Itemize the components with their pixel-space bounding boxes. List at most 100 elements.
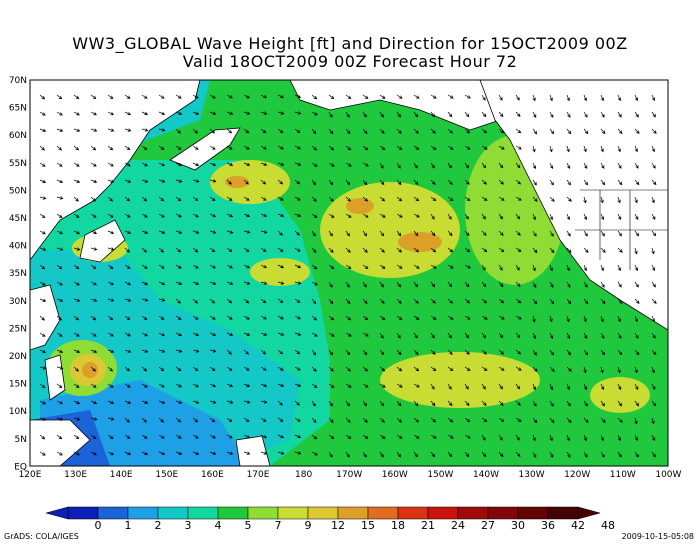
direction-arrow [634, 111, 639, 118]
direction-arrow [498, 230, 504, 236]
direction-arrow [56, 264, 63, 270]
direction-arrow [362, 111, 367, 118]
direction-arrow [124, 230, 132, 234]
lon-label: 160E [201, 470, 224, 480]
direction-arrow [56, 94, 63, 100]
direction-arrow [158, 349, 166, 353]
direction-arrow [532, 434, 536, 442]
direction-arrow [464, 247, 471, 253]
direction-arrow [260, 400, 268, 404]
direction-arrow [107, 213, 114, 218]
direction-arrow [328, 349, 334, 356]
direction-arrow [56, 128, 64, 132]
direction-arrow [362, 451, 367, 458]
direction-arrow [481, 213, 486, 220]
direction-arrow [362, 196, 369, 202]
direction-arrow [430, 213, 435, 220]
direction-arrow [328, 366, 334, 372]
direction-arrow [243, 196, 250, 201]
direction-arrow [90, 196, 96, 202]
direction-arrow [141, 298, 149, 302]
direction-arrow [464, 281, 470, 288]
direction-arrow [260, 162, 268, 166]
direction-arrow [515, 94, 520, 101]
direction-arrow [481, 128, 488, 134]
direction-arrow [107, 349, 115, 353]
direction-arrow [209, 400, 217, 404]
direction-arrow [141, 128, 149, 132]
direction-arrow [651, 145, 655, 153]
direction-arrow [328, 247, 334, 253]
direction-arrow [379, 247, 385, 253]
direction-arrow [90, 383, 97, 388]
direction-arrow [124, 196, 131, 202]
direction-arrow [345, 400, 350, 407]
colorbar-swatch [247, 506, 279, 520]
lon-label: 130E [64, 470, 87, 480]
direction-arrow [294, 230, 300, 236]
direction-arrow [481, 94, 486, 101]
direction-arrow [617, 162, 622, 169]
direction-arrow [56, 111, 63, 116]
colorbar-swatch [187, 506, 219, 520]
direction-arrow [549, 366, 555, 372]
direction-arrow [600, 111, 605, 118]
direction-arrow [124, 451, 132, 456]
direction-arrow [532, 213, 536, 221]
direction-arrow [600, 315, 604, 323]
colorbar-swatch [547, 506, 579, 520]
direction-arrow [141, 162, 148, 167]
direction-arrow [141, 281, 149, 286]
direction-arrow [413, 366, 420, 372]
direction-arrow [549, 349, 554, 356]
direction-arrow [634, 417, 638, 425]
direction-arrow [549, 213, 553, 221]
direction-arrow [73, 451, 80, 456]
direction-arrow [158, 451, 166, 456]
direction-arrow [413, 434, 420, 439]
direction-arrow [328, 145, 335, 151]
direction-arrow [73, 213, 80, 218]
direction-arrow [617, 332, 622, 339]
direction-arrow [532, 315, 536, 323]
direction-arrow [209, 111, 217, 115]
direction-arrow [447, 383, 452, 390]
direction-arrow [566, 111, 571, 118]
direction-arrow [481, 332, 487, 339]
direction-arrow [226, 315, 233, 320]
direction-arrow [328, 264, 335, 270]
lon-label: 160W [382, 470, 408, 480]
direction-arrow [277, 349, 284, 355]
direction-arrow [447, 230, 453, 237]
direction-arrow [277, 332, 285, 336]
latitude-labels: 70N 65N 60N 55N 50N 45N 40N 35N 30N 25N 20N 15N 10N 5… [9, 76, 27, 472]
credit-text: GrADS: COLA/IGES [4, 532, 79, 541]
lon-label: 170E [247, 470, 270, 480]
direction-arrow [243, 111, 251, 115]
direction-arrow [243, 264, 250, 269]
direction-arrow [464, 417, 471, 423]
direction-arrow [396, 349, 402, 356]
direction-arrow [515, 383, 520, 390]
direction-arrow [294, 213, 302, 217]
direction-arrow [549, 451, 554, 458]
direction-arrow [328, 94, 335, 100]
direction-arrow [175, 230, 183, 234]
direction-arrow [209, 383, 216, 388]
direction-arrow [515, 417, 522, 422]
swell-southeast [590, 377, 650, 413]
direction-arrow [651, 128, 657, 134]
direction-arrow [243, 162, 251, 166]
direction-arrow [447, 247, 454, 253]
direction-arrow [379, 434, 386, 439]
direction-arrow [430, 383, 435, 390]
direction-arrow [566, 417, 572, 424]
philippines-land [44, 354, 66, 401]
direction-arrow [158, 213, 165, 218]
direction-arrow [379, 332, 384, 339]
direction-arrow [413, 128, 419, 134]
direction-arrow [481, 111, 487, 118]
direction-arrow [515, 298, 522, 304]
direction-arrow [532, 332, 537, 340]
direction-arrow [277, 298, 284, 304]
